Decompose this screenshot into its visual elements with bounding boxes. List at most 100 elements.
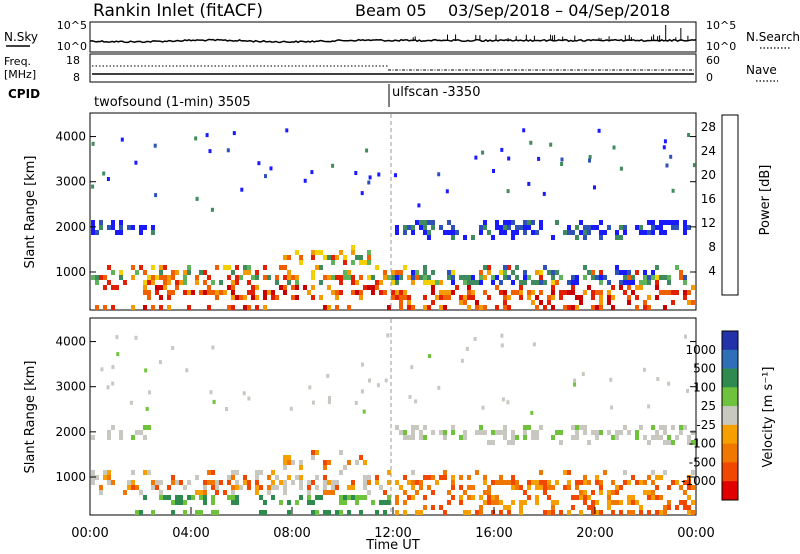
- y-tick-label: 3000: [55, 380, 86, 394]
- heatmap-cell: [511, 435, 515, 440]
- velocity-panel: 1000 2000 3000 4000 Slant Range [km] 1000 50…: [23, 317, 776, 553]
- colorbar-swatch: [722, 349, 738, 369]
- heatmap-cell: [651, 490, 655, 495]
- heatmap-cell: [503, 290, 507, 295]
- heatmap-cell: [111, 305, 115, 310]
- heatmap-cell: [443, 295, 447, 300]
- heatmap-cell: [387, 500, 391, 505]
- heatmap-cell: [507, 510, 511, 515]
- heatmap-cell: [511, 475, 515, 480]
- heatmap-cell: [459, 485, 463, 490]
- heatmap-cell: [212, 399, 216, 404]
- heatmap-cell: [227, 305, 231, 310]
- heatmap-cell: [647, 305, 651, 310]
- heatmap-cell: [599, 295, 603, 300]
- heatmap-cell: [257, 161, 261, 166]
- heatmap-cell: [275, 275, 279, 280]
- heatmap-cell: [423, 275, 427, 280]
- heatmap-cell: [231, 485, 235, 490]
- heatmap-cell: [295, 500, 299, 505]
- heatmap-cell: [519, 285, 523, 290]
- heatmap-cell: [627, 430, 631, 435]
- heatmap-cell: [415, 490, 419, 495]
- heatmap-cell: [439, 225, 443, 230]
- heatmap-cell: [343, 275, 347, 280]
- heatmap-cell: [131, 470, 135, 475]
- heatmap-cell: [419, 430, 423, 435]
- heatmap-cell: [691, 470, 695, 475]
- heatmap-cell: [619, 166, 623, 171]
- heatmap-cell: [411, 470, 415, 475]
- heatmap-cell: [543, 280, 547, 285]
- heatmap-cell: [403, 225, 407, 230]
- heatmap-cell: [145, 406, 149, 411]
- heatmap-cell: [315, 450, 319, 455]
- heatmap-cell: [235, 275, 239, 280]
- heatmap-cell: [491, 480, 495, 485]
- heatmap-cell: [635, 270, 639, 275]
- heatmap-cell: [91, 470, 95, 475]
- heatmap-cell: [163, 285, 167, 290]
- heatmap-cell: [307, 485, 311, 490]
- heatmap-cell: [95, 275, 99, 280]
- heatmap-cell: [347, 510, 351, 515]
- heatmap-cell: [415, 270, 419, 275]
- heatmap-cell: [551, 305, 555, 310]
- heatmap-cell: [527, 181, 531, 186]
- heatmap-cell: [247, 290, 251, 295]
- heatmap-cell: [675, 480, 679, 485]
- heatmap-cell: [671, 300, 675, 305]
- heatmap-cell: [435, 480, 439, 485]
- heatmap-cell: [115, 285, 119, 290]
- heatmap-cell: [535, 270, 539, 275]
- heatmap-cell: [235, 280, 239, 285]
- heatmap-cell: [287, 510, 291, 515]
- heatmap-cell: [675, 225, 679, 230]
- heatmap-cell: [647, 295, 651, 300]
- heatmap-cell: [683, 490, 687, 495]
- heatmap-cell: [207, 305, 211, 310]
- heatmap-cell: [223, 265, 227, 270]
- noise-panel: N.Sky 10^5 10^0 10^5 10^0 N.Search: [4, 19, 800, 53]
- power-ylabel: Slant Range [km]: [23, 156, 38, 269]
- heatmap-cell: [215, 265, 219, 270]
- heatmap-cell: [414, 399, 418, 404]
- heatmap-cell: [591, 490, 595, 495]
- heatmap-cell: [465, 346, 469, 351]
- heatmap-cell: [403, 435, 407, 440]
- heatmap-cell: [575, 235, 579, 240]
- heatmap-cell: [91, 220, 95, 225]
- heatmap-cell: [403, 510, 407, 515]
- heatmap-cell: [91, 225, 95, 230]
- heatmap-cell: [683, 230, 687, 235]
- heatmap-cell: [539, 290, 543, 295]
- heatmap-cell: [519, 505, 523, 510]
- heatmap-cell: [529, 140, 533, 145]
- heatmap-cell: [503, 425, 507, 430]
- heatmap-cell: [643, 275, 647, 280]
- heatmap-cell: [255, 475, 259, 480]
- heatmap-cell: [103, 275, 107, 280]
- heatmap-cell: [187, 480, 191, 485]
- heatmap-cell: [503, 430, 507, 435]
- heatmap-cell: [443, 510, 447, 515]
- heatmap-cell: [231, 270, 235, 275]
- heatmap-cell: [471, 235, 475, 240]
- heatmap-cell: [479, 225, 483, 230]
- heatmap-cell: [187, 290, 191, 295]
- heatmap-cell: [583, 275, 587, 280]
- heatmap-cell: [523, 490, 527, 495]
- heatmap-cell: [283, 455, 287, 460]
- heatmap-cell: [283, 275, 287, 280]
- heatmap-cell: [359, 510, 363, 515]
- heatmap-cell: [147, 470, 151, 475]
- heatmap-cell: [655, 285, 659, 290]
- heatmap-cell: [631, 495, 635, 500]
- heatmap-cell: [167, 305, 171, 310]
- heatmap-cell: [615, 500, 619, 505]
- heatmap-cell: [491, 235, 495, 240]
- heatmap-cell: [347, 275, 351, 280]
- heatmap-cell: [100, 367, 104, 372]
- heatmap-cell: [571, 275, 575, 280]
- frequency-panel: Freq. [MHz] 18 8 60 0 Nave: [4, 53, 778, 84]
